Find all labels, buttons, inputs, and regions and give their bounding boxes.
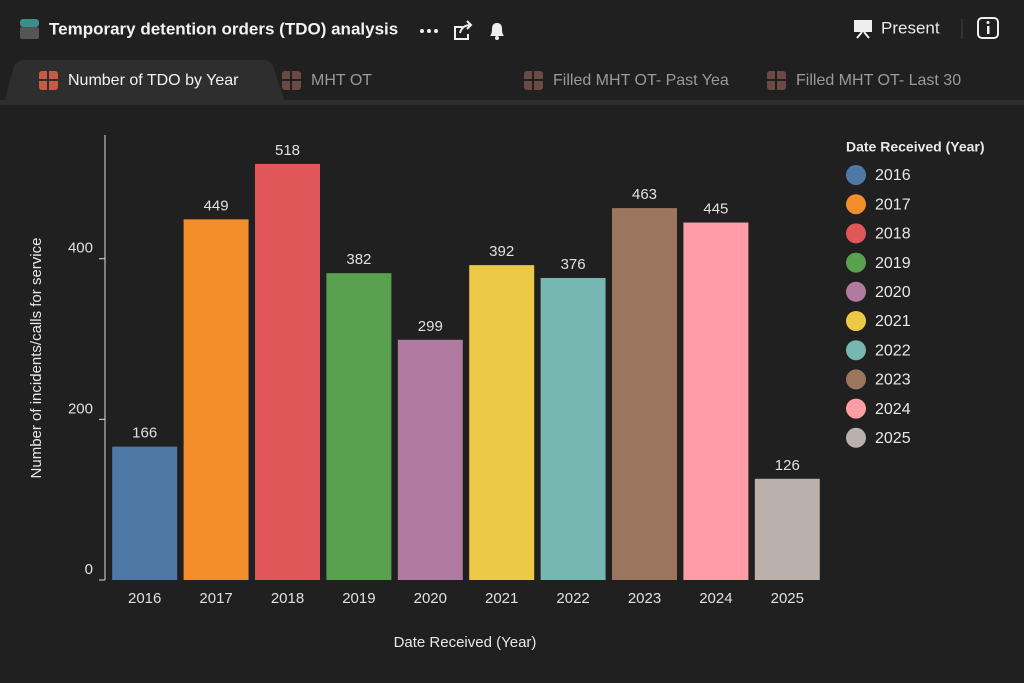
legend-swatch <box>846 369 866 390</box>
legend-swatch <box>846 165 866 185</box>
bar <box>183 219 249 580</box>
data-label: 449 <box>204 197 229 214</box>
legend-label: 2019 <box>875 255 911 272</box>
data-label: 518 <box>275 142 300 159</box>
info-button[interactable] <box>977 17 999 39</box>
tab[interactable]: MHT OT <box>311 72 372 89</box>
legend-label: 2020 <box>875 284 911 301</box>
bar <box>112 446 178 580</box>
bar <box>469 265 535 580</box>
legend-label: 2022 <box>875 342 911 359</box>
tab[interactable]: Number of TDO by Year <box>68 72 239 89</box>
x-tick-label: 2019 <box>342 590 375 607</box>
legend-swatch <box>846 398 866 419</box>
share-button[interactable] <box>454 20 473 40</box>
legend-swatch <box>846 223 866 244</box>
bar <box>540 277 606 580</box>
x-tick-label: 2022 <box>556 590 589 607</box>
y-axis-title: Number of incidents/calls for service <box>28 238 45 479</box>
tab-icon <box>767 71 786 90</box>
data-label: 299 <box>418 318 443 335</box>
legend-label: 2024 <box>875 401 911 418</box>
data-label: 126 <box>775 457 800 474</box>
app-icon <box>20 19 39 39</box>
x-tick-label: 2017 <box>199 590 232 607</box>
y-tick-label: 400 <box>68 240 93 257</box>
tab-icon <box>524 71 543 90</box>
x-tick-label: 2018 <box>271 590 304 607</box>
present-button[interactable]: Present <box>881 18 940 37</box>
y-tick-label: 200 <box>68 400 93 417</box>
notification-button[interactable] <box>490 23 504 40</box>
x-tick-label: 2024 <box>699 590 732 607</box>
x-tick-label: 2016 <box>128 590 161 607</box>
tab-icon <box>282 71 301 90</box>
data-label: 376 <box>561 256 586 273</box>
active-tab[interactable] <box>4 60 285 102</box>
bar <box>612 208 677 580</box>
legend-label: 2021 <box>875 313 911 330</box>
bar <box>326 273 392 580</box>
more-button[interactable] <box>420 29 438 33</box>
data-label: 382 <box>346 251 371 268</box>
x-tick-label: 2025 <box>771 590 804 607</box>
tab-icon <box>39 71 58 90</box>
x-tick-label: 2020 <box>414 590 447 607</box>
data-label: 392 <box>489 243 514 260</box>
legend-label: 2016 <box>875 167 911 184</box>
legend-label: 2018 <box>875 226 911 243</box>
data-label: 166 <box>132 425 157 442</box>
tab[interactable]: Filled MHT OT- Past Yea <box>553 72 729 89</box>
legend-swatch <box>846 252 866 273</box>
bar <box>397 339 463 580</box>
x-axis-title: Date Received (Year) <box>394 634 537 651</box>
legend-swatch <box>846 340 866 361</box>
legend-swatch <box>846 311 866 331</box>
data-label: 463 <box>632 186 657 203</box>
bar <box>255 163 320 580</box>
legend-label: 2017 <box>875 196 911 213</box>
x-tick-label: 2021 <box>485 590 518 607</box>
bar <box>754 478 820 580</box>
legend-label: 2025 <box>875 430 911 447</box>
legend-swatch <box>846 427 866 448</box>
legend-title: Date Received (Year) <box>846 139 985 155</box>
data-label: 445 <box>703 201 728 218</box>
legend-swatch <box>846 194 866 215</box>
x-tick-label: 2023 <box>628 590 661 607</box>
legend-swatch <box>846 281 866 302</box>
y-tick-label: 0 <box>85 561 93 578</box>
tab[interactable]: Filled MHT OT- Last 30 <box>796 72 961 89</box>
tab-strip <box>0 100 1024 105</box>
bar <box>683 222 749 581</box>
legend-label: 2023 <box>875 372 911 389</box>
dashboard-title: Temporary detention orders (TDO) analysi… <box>49 19 398 38</box>
present-icon[interactable] <box>854 20 872 39</box>
